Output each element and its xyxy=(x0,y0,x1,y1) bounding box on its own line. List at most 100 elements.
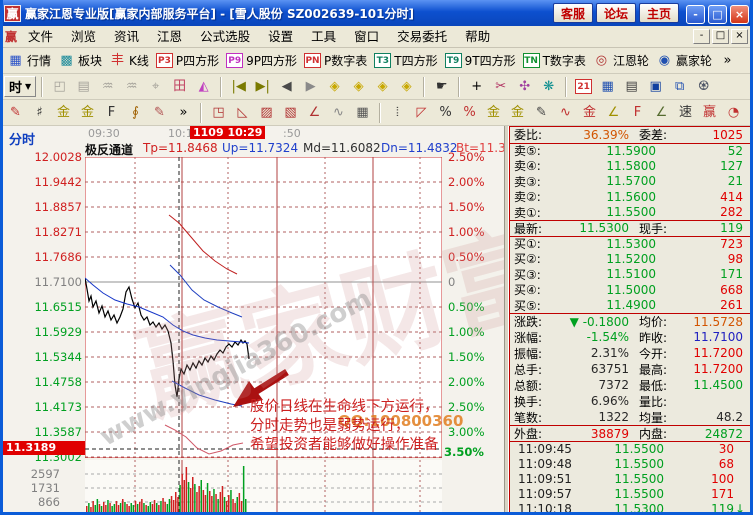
festival-tool-icon[interactable]: ✣ xyxy=(513,76,536,98)
wave3-tool-icon[interactable]: ♒ xyxy=(96,76,119,98)
pen2-tool-icon[interactable]: ✎ xyxy=(148,102,171,124)
pattern-draw-icon[interactable]: ▨ xyxy=(255,102,278,124)
calendar-icon[interactable]: 21 xyxy=(572,76,595,98)
volume-chart[interactable] xyxy=(85,460,442,512)
toolbar-separator xyxy=(220,76,223,97)
menu-item-设置[interactable]: 设置 xyxy=(268,28,294,44)
forum-button[interactable]: 论坛 xyxy=(595,3,636,23)
kline-icon[interactable]: 丰 K线 xyxy=(106,50,152,72)
menu-item-交易委托[interactable]: 交易委托 xyxy=(397,28,448,44)
win-tool-icon[interactable]: 赢 xyxy=(698,102,721,124)
percent-fan-icon[interactable]: ◸ xyxy=(410,102,433,124)
menu-item-窗口[interactable]: 窗口 xyxy=(354,28,380,44)
minimize-button[interactable]: - xyxy=(686,4,705,24)
crosshair-icon[interactable]: + xyxy=(465,76,488,98)
hand-icon[interactable]: ☛ xyxy=(430,76,453,98)
marker-tool-icon[interactable]: ✎ xyxy=(530,102,553,124)
winner-wheel-icon[interactable]: ◉ 赢家轮 xyxy=(653,50,715,72)
angle3-tool-icon[interactable]: ∠ xyxy=(650,102,673,124)
p9-square-icon: P9 xyxy=(226,53,244,68)
gold-angle-icon[interactable]: 金 xyxy=(578,102,601,124)
save-icon[interactable]: ▣ xyxy=(644,76,667,98)
p-digital-icon[interactable]: PN P数字表 xyxy=(301,50,370,72)
wave9-tool-icon[interactable]: ♒ xyxy=(120,76,143,98)
tick-row: 11:09:51 11.5500 100 xyxy=(510,471,750,486)
more-draw-chevron[interactable]: » xyxy=(172,102,195,124)
menu-item-江恩[interactable]: 江恩 xyxy=(157,28,183,44)
next-icon[interactable]: ▶ xyxy=(299,76,322,98)
t9-square-icon[interactable]: T9 9T四方形 xyxy=(442,50,519,72)
grid-window-icon[interactable]: 田 xyxy=(168,76,191,98)
menu-item-工具[interactable]: 工具 xyxy=(311,28,337,44)
list-tool-icon[interactable]: ▤ xyxy=(72,76,95,98)
bottle-tool-icon[interactable]: ⌖ xyxy=(144,76,167,98)
p-square-icon[interactable]: P3 P四方形 xyxy=(153,50,222,72)
menu-item-文件[interactable]: 文件 xyxy=(28,28,54,44)
percent-line-icon[interactable]: % xyxy=(458,102,481,124)
t-square-icon[interactable]: T3 T四方形 xyxy=(371,50,440,72)
arc-tool-icon[interactable]: ◔ xyxy=(722,102,745,124)
p9-square-icon[interactable]: P9 9P四方形 xyxy=(223,50,300,72)
maximize-button[interactable]: □ xyxy=(708,4,727,24)
mdi-restore-button[interactable]: □ xyxy=(712,29,729,44)
notes-icon[interactable]: ▤ xyxy=(620,76,643,98)
gold-grid-icon[interactable]: 金 xyxy=(52,102,75,124)
first-page-icon[interactable]: |◀ xyxy=(227,76,250,98)
calculator-icon[interactable]: ▦ xyxy=(596,76,619,98)
price-chart[interactable] xyxy=(85,157,442,458)
pattern2-draw-icon[interactable]: ▧ xyxy=(279,102,302,124)
angle2-tool-icon[interactable]: ∠ xyxy=(602,102,625,124)
sectors-icon[interactable]: ▩ 板块 xyxy=(55,50,105,72)
speed-line-icon[interactable]: 速 xyxy=(674,102,697,124)
pyramid-icon[interactable]: ◭ xyxy=(192,76,215,98)
fan-draw-icon[interactable]: ◺ xyxy=(231,102,254,124)
mdi-close-button[interactable]: × xyxy=(731,29,748,44)
menu-item-帮助[interactable]: 帮助 xyxy=(465,28,491,44)
period-button[interactable]: 时 ▼ xyxy=(4,76,37,97)
f-angle-icon[interactable]: F xyxy=(626,102,649,124)
toolbar-item-label: 板块 xyxy=(78,54,103,68)
close-button[interactable]: × xyxy=(730,4,749,24)
zoom-left-icon[interactable]: ◈ xyxy=(323,76,346,98)
gold-line-icon[interactable]: 金 xyxy=(506,102,529,124)
menu-item-公式选股[interactable]: 公式选股 xyxy=(200,28,251,44)
gold-circle-icon[interactable]: 金 xyxy=(482,102,505,124)
print-icon[interactable]: ♼ xyxy=(692,76,715,98)
zoom-right-icon[interactable]: ◈ xyxy=(347,76,370,98)
gann-wheel-icon[interactable]: ◎ 江恩轮 xyxy=(590,50,652,72)
pattern-tool-icon[interactable]: ◰ xyxy=(48,76,71,98)
spiral-grid-icon[interactable]: ∮ xyxy=(124,102,147,124)
cut-tool-icon[interactable]: ✂ xyxy=(489,76,512,98)
channel-tool-icon[interactable]: ∿ xyxy=(554,102,577,124)
angle-draw-icon[interactable]: ∠ xyxy=(303,102,326,124)
last-page-icon[interactable]: ▶| xyxy=(251,76,274,98)
t-digital-icon[interactable]: TN T数字表 xyxy=(520,50,589,72)
menu-item-浏览[interactable]: 浏览 xyxy=(71,28,97,44)
wave-draw-icon[interactable]: ∿ xyxy=(327,102,350,124)
bars-tool-icon[interactable]: ⦙ xyxy=(386,102,409,124)
percent-icon[interactable]: % xyxy=(434,102,457,124)
brain-tool-icon[interactable]: ❋ xyxy=(537,76,560,98)
support-button[interactable]: 客服 xyxy=(552,3,593,23)
depth-volume: 98 xyxy=(727,251,743,266)
homepage-button[interactable]: 主页 xyxy=(638,3,679,23)
more-tools-chevron[interactable]: » xyxy=(716,50,739,72)
grid2-draw-icon[interactable]: ▦ xyxy=(351,102,374,124)
prev-icon[interactable]: ◀ xyxy=(275,76,298,98)
grid-tool-icon[interactable]: ♯ xyxy=(28,102,51,124)
gold-grid2-icon[interactable]: 金 xyxy=(76,102,99,124)
box-draw-icon[interactable]: ◳ xyxy=(207,102,230,124)
menu-item-资讯[interactable]: 资讯 xyxy=(114,28,140,44)
list-tool-icon: ▤ xyxy=(77,78,90,94)
annotation-arrow-icon xyxy=(233,381,263,407)
f-grid-icon[interactable]: F xyxy=(100,102,123,124)
pen-tool-icon[interactable]: ✎ xyxy=(4,102,27,124)
zoom-in-icon[interactable]: ◈ xyxy=(371,76,394,98)
first-page-icon: |◀ xyxy=(231,78,246,94)
quotes-icon[interactable]: ▦ 行情 xyxy=(4,50,54,72)
field-label: 外盘: xyxy=(514,427,543,441)
mdi-minimize-button[interactable]: - xyxy=(693,29,710,44)
copy-icon[interactable]: ⧉ xyxy=(668,76,691,98)
indicator-values-row: 极反通道 Tp=11.8468 Up=11.7324 Md=11.6082 Dn=11.… xyxy=(0,141,529,157)
zoom-out-icon[interactable]: ◈ xyxy=(395,76,418,98)
